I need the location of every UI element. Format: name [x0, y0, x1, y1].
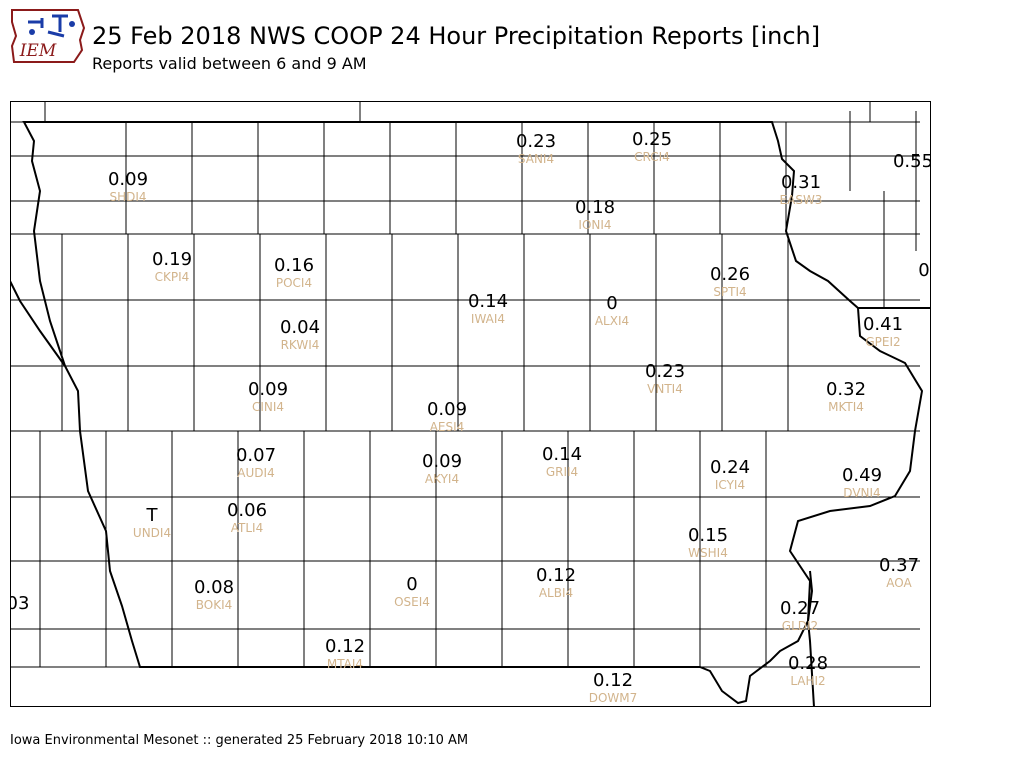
station-id: DVNI4 — [843, 486, 880, 500]
station-id: CKPI4 — [155, 270, 190, 284]
station-id: EASW3 — [780, 193, 823, 207]
station-id: SANI4 — [518, 152, 554, 166]
station-value: 0 — [406, 574, 417, 595]
station-id: POCI4 — [276, 276, 312, 290]
county-boundaries — [10, 101, 920, 668]
station-id: UNDI4 — [133, 526, 171, 540]
station-id: AESI4 — [430, 420, 465, 434]
station-value: 0.27 — [780, 598, 820, 619]
state-boundaries — [10, 121, 931, 707]
state-border — [806, 570, 815, 707]
station-value: T — [146, 505, 159, 526]
state-border — [10, 280, 66, 367]
station-id: CRCI4 — [634, 150, 670, 164]
svg-text:IEM: IEM — [19, 41, 57, 61]
station-value: 0 — [918, 260, 929, 281]
station-value: 0.09 — [108, 169, 148, 190]
station-id: GPEI2 — [865, 335, 900, 349]
station-value: 0.55 — [893, 151, 931, 172]
station-id: WSHI4 — [688, 546, 728, 560]
station-id: ALXI4 — [595, 314, 629, 328]
station-id: RKWI4 — [281, 338, 320, 352]
station-value: 0.49 — [842, 465, 882, 486]
station-value: 0.31 — [781, 172, 821, 193]
station-value: 0.09 — [427, 399, 467, 420]
station-value: 0.12 — [593, 670, 633, 691]
station-value: 0.28 — [788, 653, 828, 674]
station-value: 0.06 — [227, 500, 267, 521]
station-id: GRII4 — [546, 465, 578, 479]
page-title: 25 Feb 2018 NWS COOP 24 Hour Precipitati… — [92, 22, 821, 50]
station-value: 0.14 — [468, 291, 508, 312]
station-id: ICYI4 — [715, 478, 745, 492]
precipitation-map: 0.09SHDI40.23SANI40.25CRCI40.31EASW30.55… — [10, 101, 931, 707]
station-value: 0.16 — [274, 255, 314, 276]
station-id: AUDI4 — [237, 466, 274, 480]
station-value: 03 — [10, 593, 29, 614]
footer-credit: Iowa Environmental Mesonet :: generated … — [10, 733, 469, 748]
station-value: 0.12 — [536, 565, 576, 586]
station-id: IWAI4 — [471, 312, 505, 326]
station-id: MKTI4 — [828, 400, 864, 414]
station-value: 0.41 — [863, 314, 903, 335]
station-value: 0.24 — [710, 457, 750, 478]
map-frame — [10, 101, 931, 707]
station-value: 0.19 — [152, 249, 192, 270]
station-value: 0 — [606, 293, 617, 314]
station-id: SHDI4 — [109, 190, 146, 204]
station-value: 0.09 — [422, 451, 462, 472]
station-id: VNTI4 — [647, 382, 683, 396]
station-value: 0.12 — [325, 636, 365, 657]
station-id: AOA — [886, 576, 912, 590]
page-subtitle: Reports valid between 6 and 9 AM — [92, 54, 367, 73]
station-value: 0.14 — [542, 444, 582, 465]
station-id: AKYI4 — [425, 472, 459, 486]
station-value: 0.32 — [826, 379, 866, 400]
station-value: 0.18 — [575, 197, 615, 218]
station-id: SPTI4 — [713, 285, 746, 299]
station-value: 0.09 — [248, 379, 288, 400]
station-value: 0.15 — [688, 525, 728, 546]
station-value: 0.08 — [194, 577, 234, 598]
station-value: 0.26 — [710, 264, 750, 285]
station-id: CINI4 — [252, 400, 284, 414]
station-id: BOKI4 — [196, 598, 233, 612]
station-id: IONI4 — [578, 218, 611, 232]
iowa-border — [22, 121, 924, 705]
station-id: LAHI2 — [790, 674, 825, 688]
station-value: 0.04 — [280, 317, 320, 338]
station-labels: 0.09SHDI40.23SANI40.25CRCI40.31EASW30.55… — [10, 129, 931, 705]
station-id: OSEI4 — [394, 595, 430, 609]
station-id: GLDI2 — [782, 619, 818, 633]
station-value: 0.37 — [879, 555, 919, 576]
station-value: 0.23 — [516, 131, 556, 152]
iem-logo: IEM — [10, 9, 86, 63]
station-id: MTAI4 — [327, 657, 363, 671]
station-value: 0.07 — [236, 445, 276, 466]
station-id: ATLI4 — [231, 521, 263, 535]
station-value: 0.25 — [632, 129, 672, 150]
station-id: ALBI4 — [539, 586, 573, 600]
station-value: 0.23 — [645, 361, 685, 382]
station-id: DOWM7 — [589, 691, 638, 705]
